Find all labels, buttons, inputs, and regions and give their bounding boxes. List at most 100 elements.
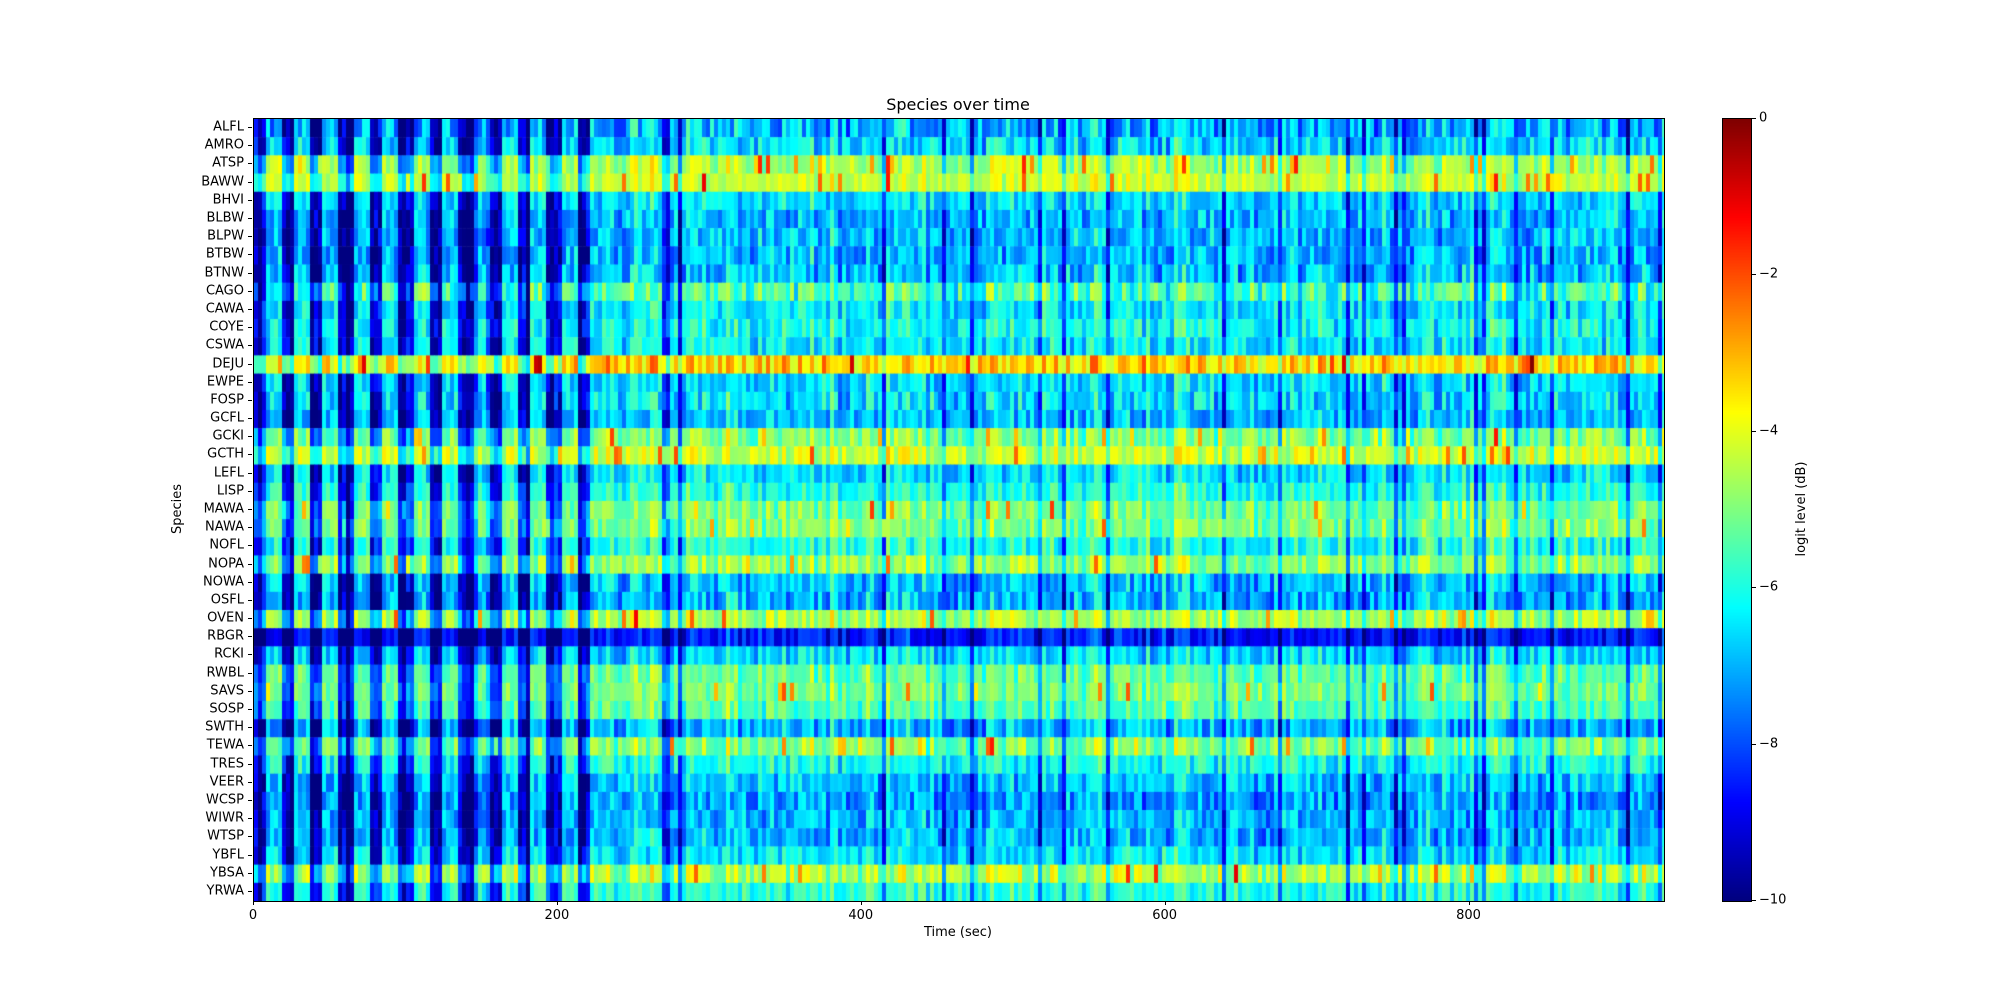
y-tickmark	[248, 799, 252, 801]
y-tick-label: RWBL	[206, 665, 244, 681]
y-tickmark	[248, 818, 252, 820]
colorbar-tickmark	[1752, 430, 1756, 432]
y-tick-label: COYE	[209, 319, 244, 335]
x-tick-label: 200	[544, 908, 570, 923]
y-tick-label: OVEN	[207, 610, 244, 626]
y-tickmark	[248, 709, 252, 711]
heatmap-plot-area	[253, 118, 1665, 902]
colorbar-tick-label: −6	[1759, 579, 1779, 595]
colorbar-tick-label: −4	[1759, 423, 1779, 439]
y-tickmark	[248, 727, 252, 729]
y-tick-label: NOWA	[203, 574, 244, 590]
y-tickmark	[248, 890, 252, 892]
colorbar-label: logit level (dB)	[1794, 461, 1809, 557]
y-tick-label: SWTH	[205, 719, 244, 735]
y-tick-label: BLPW	[207, 228, 244, 244]
chart-title: Species over time	[886, 95, 1030, 114]
y-tickmark	[248, 618, 252, 620]
y-tickmark	[248, 436, 252, 438]
y-tick-label: VEER	[209, 774, 244, 790]
y-tickmark	[248, 399, 252, 401]
y-tickmark	[248, 272, 252, 274]
y-tick-label: WTSP	[207, 828, 244, 844]
colorbar	[1722, 118, 1752, 902]
y-tickmark	[248, 872, 252, 874]
y-tickmark	[248, 836, 252, 838]
y-tick-label: NAWA	[205, 519, 244, 535]
y-tickmark	[248, 218, 252, 220]
y-tickmark	[248, 345, 252, 347]
x-tickmark	[1468, 901, 1470, 905]
y-tick-label: BTBW	[205, 246, 244, 262]
y-tickmark	[248, 381, 252, 383]
y-tick-label: YBSA	[209, 865, 244, 881]
y-tick-label: TRES	[210, 756, 244, 772]
y-tickmark	[248, 636, 252, 638]
y-tickmark	[248, 290, 252, 292]
x-tickmark	[860, 901, 862, 905]
y-tick-label: OSFL	[210, 592, 244, 608]
y-tickmark	[248, 254, 252, 256]
y-tick-label: CSWA	[205, 337, 244, 353]
y-tick-label: BLBW	[206, 210, 244, 226]
colorbar-canvas	[1723, 119, 1751, 901]
y-tickmark	[248, 545, 252, 547]
y-tick-label: FOSP	[210, 392, 244, 408]
y-tickmark	[248, 563, 252, 565]
y-tick-label: YRWA	[206, 883, 244, 899]
y-tick-label: DEJU	[212, 356, 244, 371]
y-tick-label: GCTH	[207, 446, 244, 462]
y-tick-label: ATSP	[212, 155, 244, 171]
y-tickmark	[248, 236, 252, 238]
y-tick-label: BAWW	[201, 174, 244, 190]
y-tickmark	[248, 581, 252, 583]
colorbar-tick-label: 0	[1759, 110, 1768, 126]
colorbar-tick-label: −10	[1759, 892, 1787, 908]
x-tick-label: 0	[248, 908, 258, 923]
y-tick-label: LISP	[216, 483, 244, 499]
x-tick-label: 400	[848, 908, 874, 923]
y-tick-label: TEWA	[206, 737, 244, 753]
y-tickmark	[248, 145, 252, 147]
x-tick-label: 800	[1456, 908, 1481, 923]
y-tickmark	[248, 763, 252, 765]
y-tickmark	[248, 418, 252, 420]
y-tick-label: BHVI	[212, 192, 244, 208]
y-tickmark	[248, 454, 252, 456]
y-tickmark	[248, 854, 252, 856]
y-tickmark	[248, 599, 252, 601]
y-tick-label: AMRO	[204, 137, 244, 153]
y-tickmark	[248, 745, 252, 747]
y-tickmark	[248, 781, 252, 783]
colorbar-tickmark	[1752, 274, 1756, 276]
colorbar-tick-label: −8	[1759, 736, 1779, 752]
y-tickmark	[248, 163, 252, 165]
y-tick-label: MAWA	[203, 501, 244, 517]
y-tickmark	[248, 509, 252, 510]
y-tick-label: NOFL	[209, 537, 244, 553]
y-tick-label: SOSP	[209, 701, 244, 717]
y-tickmark	[248, 199, 252, 201]
y-tickmark	[248, 527, 252, 529]
y-tick-label: RBGR	[207, 628, 244, 644]
y-tickmark	[248, 490, 252, 492]
x-tickmark	[253, 901, 254, 905]
y-tick-label: YBFL	[212, 847, 244, 863]
y-tickmark	[248, 363, 252, 365]
colorbar-tickmark	[1752, 743, 1756, 745]
y-tick-label: CAWA	[205, 301, 244, 317]
y-tick-label: WCSP	[205, 792, 244, 808]
colorbar-tick-label: −2	[1759, 266, 1779, 282]
x-tick-label: 600	[1152, 908, 1178, 923]
colorbar-tickmark	[1752, 118, 1756, 119]
y-tickmark	[248, 672, 252, 674]
y-tickmark	[248, 472, 252, 474]
x-tickmark	[556, 901, 558, 905]
x-axis-label: Time (sec)	[923, 925, 992, 940]
y-tick-label: CAGO	[205, 283, 244, 299]
y-tick-label: RCKI	[214, 646, 244, 662]
colorbar-tickmark	[1752, 900, 1756, 901]
y-tickmark	[248, 654, 252, 656]
y-tick-label: ALFL	[213, 119, 244, 135]
